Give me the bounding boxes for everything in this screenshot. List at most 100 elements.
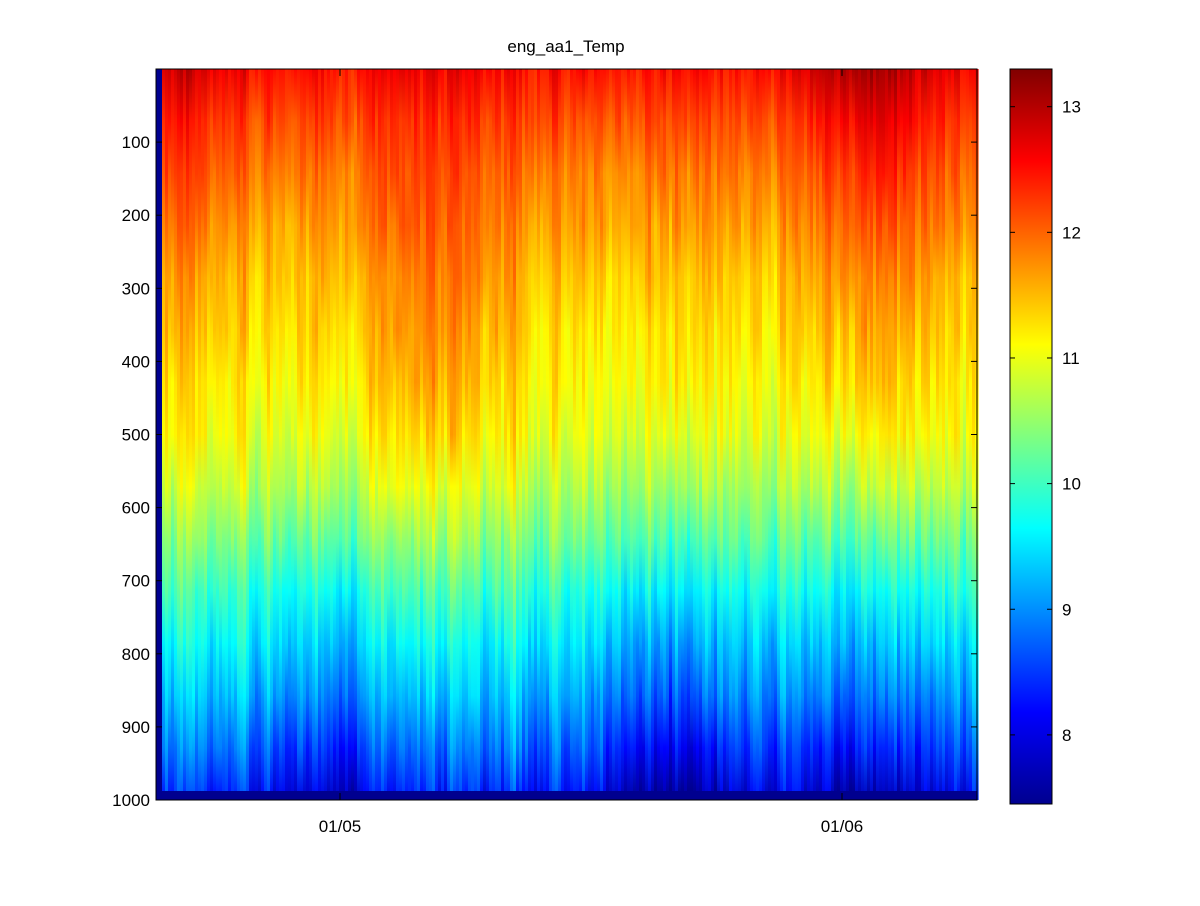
heatmap-column bbox=[720, 69, 724, 800]
heatmap-column bbox=[708, 69, 712, 800]
heatmap-column bbox=[819, 69, 823, 800]
heatmap-column bbox=[960, 69, 964, 800]
heatmap-column bbox=[390, 69, 394, 800]
heatmap-column bbox=[573, 69, 577, 800]
heatmap-column bbox=[264, 69, 268, 800]
heatmap-column bbox=[174, 69, 178, 800]
y-tick-label: 200 bbox=[122, 206, 150, 225]
heatmap-column bbox=[384, 69, 388, 800]
heatmap-column bbox=[405, 69, 409, 800]
heatmap-column bbox=[393, 69, 397, 800]
heatmap-column bbox=[855, 69, 859, 800]
heatmap-column bbox=[591, 69, 595, 800]
heatmap-column bbox=[948, 69, 952, 800]
heatmap-column bbox=[732, 69, 736, 800]
heatmap-column bbox=[687, 69, 691, 800]
heatmap-column bbox=[240, 69, 244, 800]
heatmap-column bbox=[528, 69, 532, 800]
heatmap-column bbox=[918, 69, 922, 800]
heatmap-column bbox=[486, 69, 490, 800]
heatmap-column bbox=[243, 69, 247, 800]
heatmap-column bbox=[639, 69, 643, 800]
heatmap-column bbox=[345, 69, 349, 800]
heatmap-column bbox=[630, 69, 634, 800]
heatmap-column bbox=[744, 69, 748, 800]
heatmap-column bbox=[684, 69, 688, 800]
heatmap-column bbox=[465, 69, 469, 800]
heatmap-column bbox=[183, 69, 187, 800]
heatmap-column bbox=[840, 69, 844, 800]
heatmap-column bbox=[828, 69, 832, 800]
chart-title: eng_aa1_Temp bbox=[507, 37, 624, 56]
heatmap-column bbox=[516, 69, 520, 800]
heatmap-column bbox=[756, 69, 760, 800]
heatmap-column bbox=[660, 69, 664, 800]
heatmap-column bbox=[279, 69, 283, 800]
heatmap-column bbox=[360, 69, 364, 800]
heatmap-column bbox=[666, 69, 670, 800]
heatmap-column bbox=[735, 69, 739, 800]
heatmap-column bbox=[759, 69, 763, 800]
heatmap-column bbox=[504, 69, 508, 800]
heatmap-column bbox=[603, 69, 607, 800]
heatmap-column bbox=[510, 69, 514, 800]
no-data-band bbox=[156, 791, 977, 800]
heatmap-column bbox=[399, 69, 403, 800]
heatmap-column bbox=[447, 69, 451, 800]
heatmap-column bbox=[951, 69, 955, 800]
heatmap-column bbox=[588, 69, 592, 800]
heatmap-column bbox=[186, 69, 190, 800]
heatmap-column bbox=[282, 69, 286, 800]
heatmap-column bbox=[741, 69, 745, 800]
heatmap-column bbox=[738, 69, 742, 800]
heatmap-column bbox=[675, 69, 679, 800]
heatmap-column bbox=[870, 69, 874, 800]
heatmap-column bbox=[798, 69, 802, 800]
heatmap-column bbox=[654, 69, 658, 800]
heatmap-column bbox=[696, 69, 700, 800]
heatmap-column bbox=[162, 69, 166, 800]
heatmap-column bbox=[792, 69, 796, 800]
heatmap-column bbox=[789, 69, 793, 800]
y-tick-label: 600 bbox=[122, 499, 150, 518]
heatmap-column bbox=[891, 69, 895, 800]
heatmap-column bbox=[903, 69, 907, 800]
heatmap-column bbox=[690, 69, 694, 800]
heatmap-column bbox=[255, 69, 259, 800]
heatmap-column bbox=[276, 69, 280, 800]
heatmap-column bbox=[705, 69, 709, 800]
heatmap-column bbox=[933, 69, 937, 800]
heatmap-column bbox=[411, 69, 415, 800]
heatmap-column bbox=[549, 69, 553, 800]
heatmap-column bbox=[309, 69, 313, 800]
heatmap-column bbox=[915, 69, 919, 800]
heatmap-column bbox=[453, 69, 457, 800]
heatmap-column bbox=[351, 69, 355, 800]
heatmap-column bbox=[873, 69, 877, 800]
heatmap-column bbox=[261, 69, 265, 800]
heatmap-column bbox=[576, 69, 580, 800]
heatmap-column bbox=[417, 69, 421, 800]
heatmap-column bbox=[627, 69, 631, 800]
heatmap-column bbox=[567, 69, 571, 800]
heatmap-column bbox=[813, 69, 817, 800]
heatmap-column bbox=[267, 69, 271, 800]
heatmap-column bbox=[552, 69, 556, 800]
heatmap-column bbox=[843, 69, 847, 800]
heatmap-column bbox=[489, 69, 493, 800]
heatmap-column bbox=[936, 69, 940, 800]
heatmap-column bbox=[327, 69, 331, 800]
heatmap-column bbox=[600, 69, 604, 800]
heatmap-column bbox=[762, 69, 766, 800]
heatmap-column bbox=[180, 69, 184, 800]
heatmap-column bbox=[315, 69, 319, 800]
heatmap-column bbox=[969, 69, 973, 800]
heatmap-column bbox=[906, 69, 910, 800]
heatmap-column bbox=[225, 69, 229, 800]
y-tick-label: 1000 bbox=[112, 791, 150, 810]
y-tick-label: 700 bbox=[122, 572, 150, 591]
heatmap-column bbox=[363, 69, 367, 800]
heatmap-column bbox=[435, 69, 439, 800]
heatmap-column bbox=[831, 69, 835, 800]
